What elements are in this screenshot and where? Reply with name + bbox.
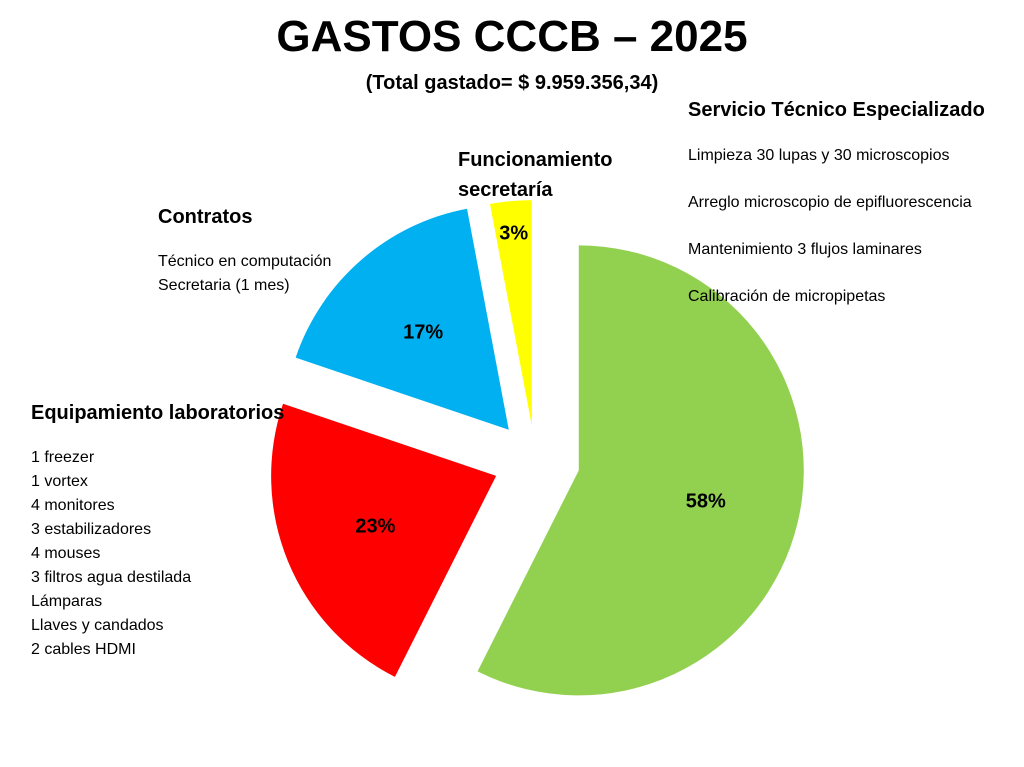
list-item: Limpieza 30 lupas y 30 microscopios	[688, 147, 950, 164]
funcionamiento-heading: Funcionamiento secretaría	[458, 145, 612, 205]
list-item: 1 freezer	[31, 449, 95, 466]
list-item: Llaves y candados	[31, 617, 164, 634]
servicio-heading: Servicio Técnico Especializado	[688, 99, 985, 121]
funcionamiento-heading-line2: secretaría	[458, 179, 553, 201]
list-item: Secretaria (1 mes)	[158, 277, 290, 294]
list-item: 3 filtros agua destilada	[31, 569, 192, 586]
contratos-heading: Contratos	[158, 206, 253, 228]
list-item: 4 mouses	[31, 545, 101, 562]
contratos-list: Técnico en computación Secretaria (1 mes…	[158, 250, 331, 298]
equipamiento-list: 1 freezer 1 vortex 4 monitores 3 estabil…	[31, 446, 191, 662]
pie-slice-equipamiento	[271, 403, 497, 677]
list-item: 1 vortex	[31, 473, 88, 490]
total-spent-subtitle: (Total gastado= $ 9.959.356,34)	[365, 72, 659, 94]
list-item: Arreglo microscopio de epifluorescencia	[688, 194, 972, 211]
equipamiento-heading: Equipamiento laboratorios	[31, 402, 285, 424]
page-title: GASTOS CCCB – 2025	[276, 12, 748, 61]
list-item: Calibración de micropipetas	[688, 288, 886, 305]
pie-slice-contratos	[295, 208, 509, 430]
list-item: Mantenimiento 3 flujos laminares	[688, 241, 922, 258]
list-item: 3 estabilizadores	[31, 521, 152, 538]
list-item: 4 monitores	[31, 497, 115, 514]
pie-slice-servicio	[477, 245, 804, 696]
pie-label-equipamiento: 23%	[355, 515, 395, 537]
pie-label-contratos: 17%	[403, 321, 443, 343]
list-item: Técnico en computación	[158, 253, 332, 270]
pie-label-funcionamiento: 3%	[499, 222, 528, 244]
list-item: 2 cables HDMI	[31, 641, 136, 658]
list-item: Lámparas	[31, 593, 103, 610]
servicio-list: Limpieza 30 lupas y 30 microscopios Arre…	[688, 144, 972, 332]
pie-slice-funcionamiento	[489, 200, 532, 426]
pie-label-servicio: 58%	[686, 491, 726, 513]
funcionamiento-heading-line1: Funcionamiento	[458, 149, 613, 171]
